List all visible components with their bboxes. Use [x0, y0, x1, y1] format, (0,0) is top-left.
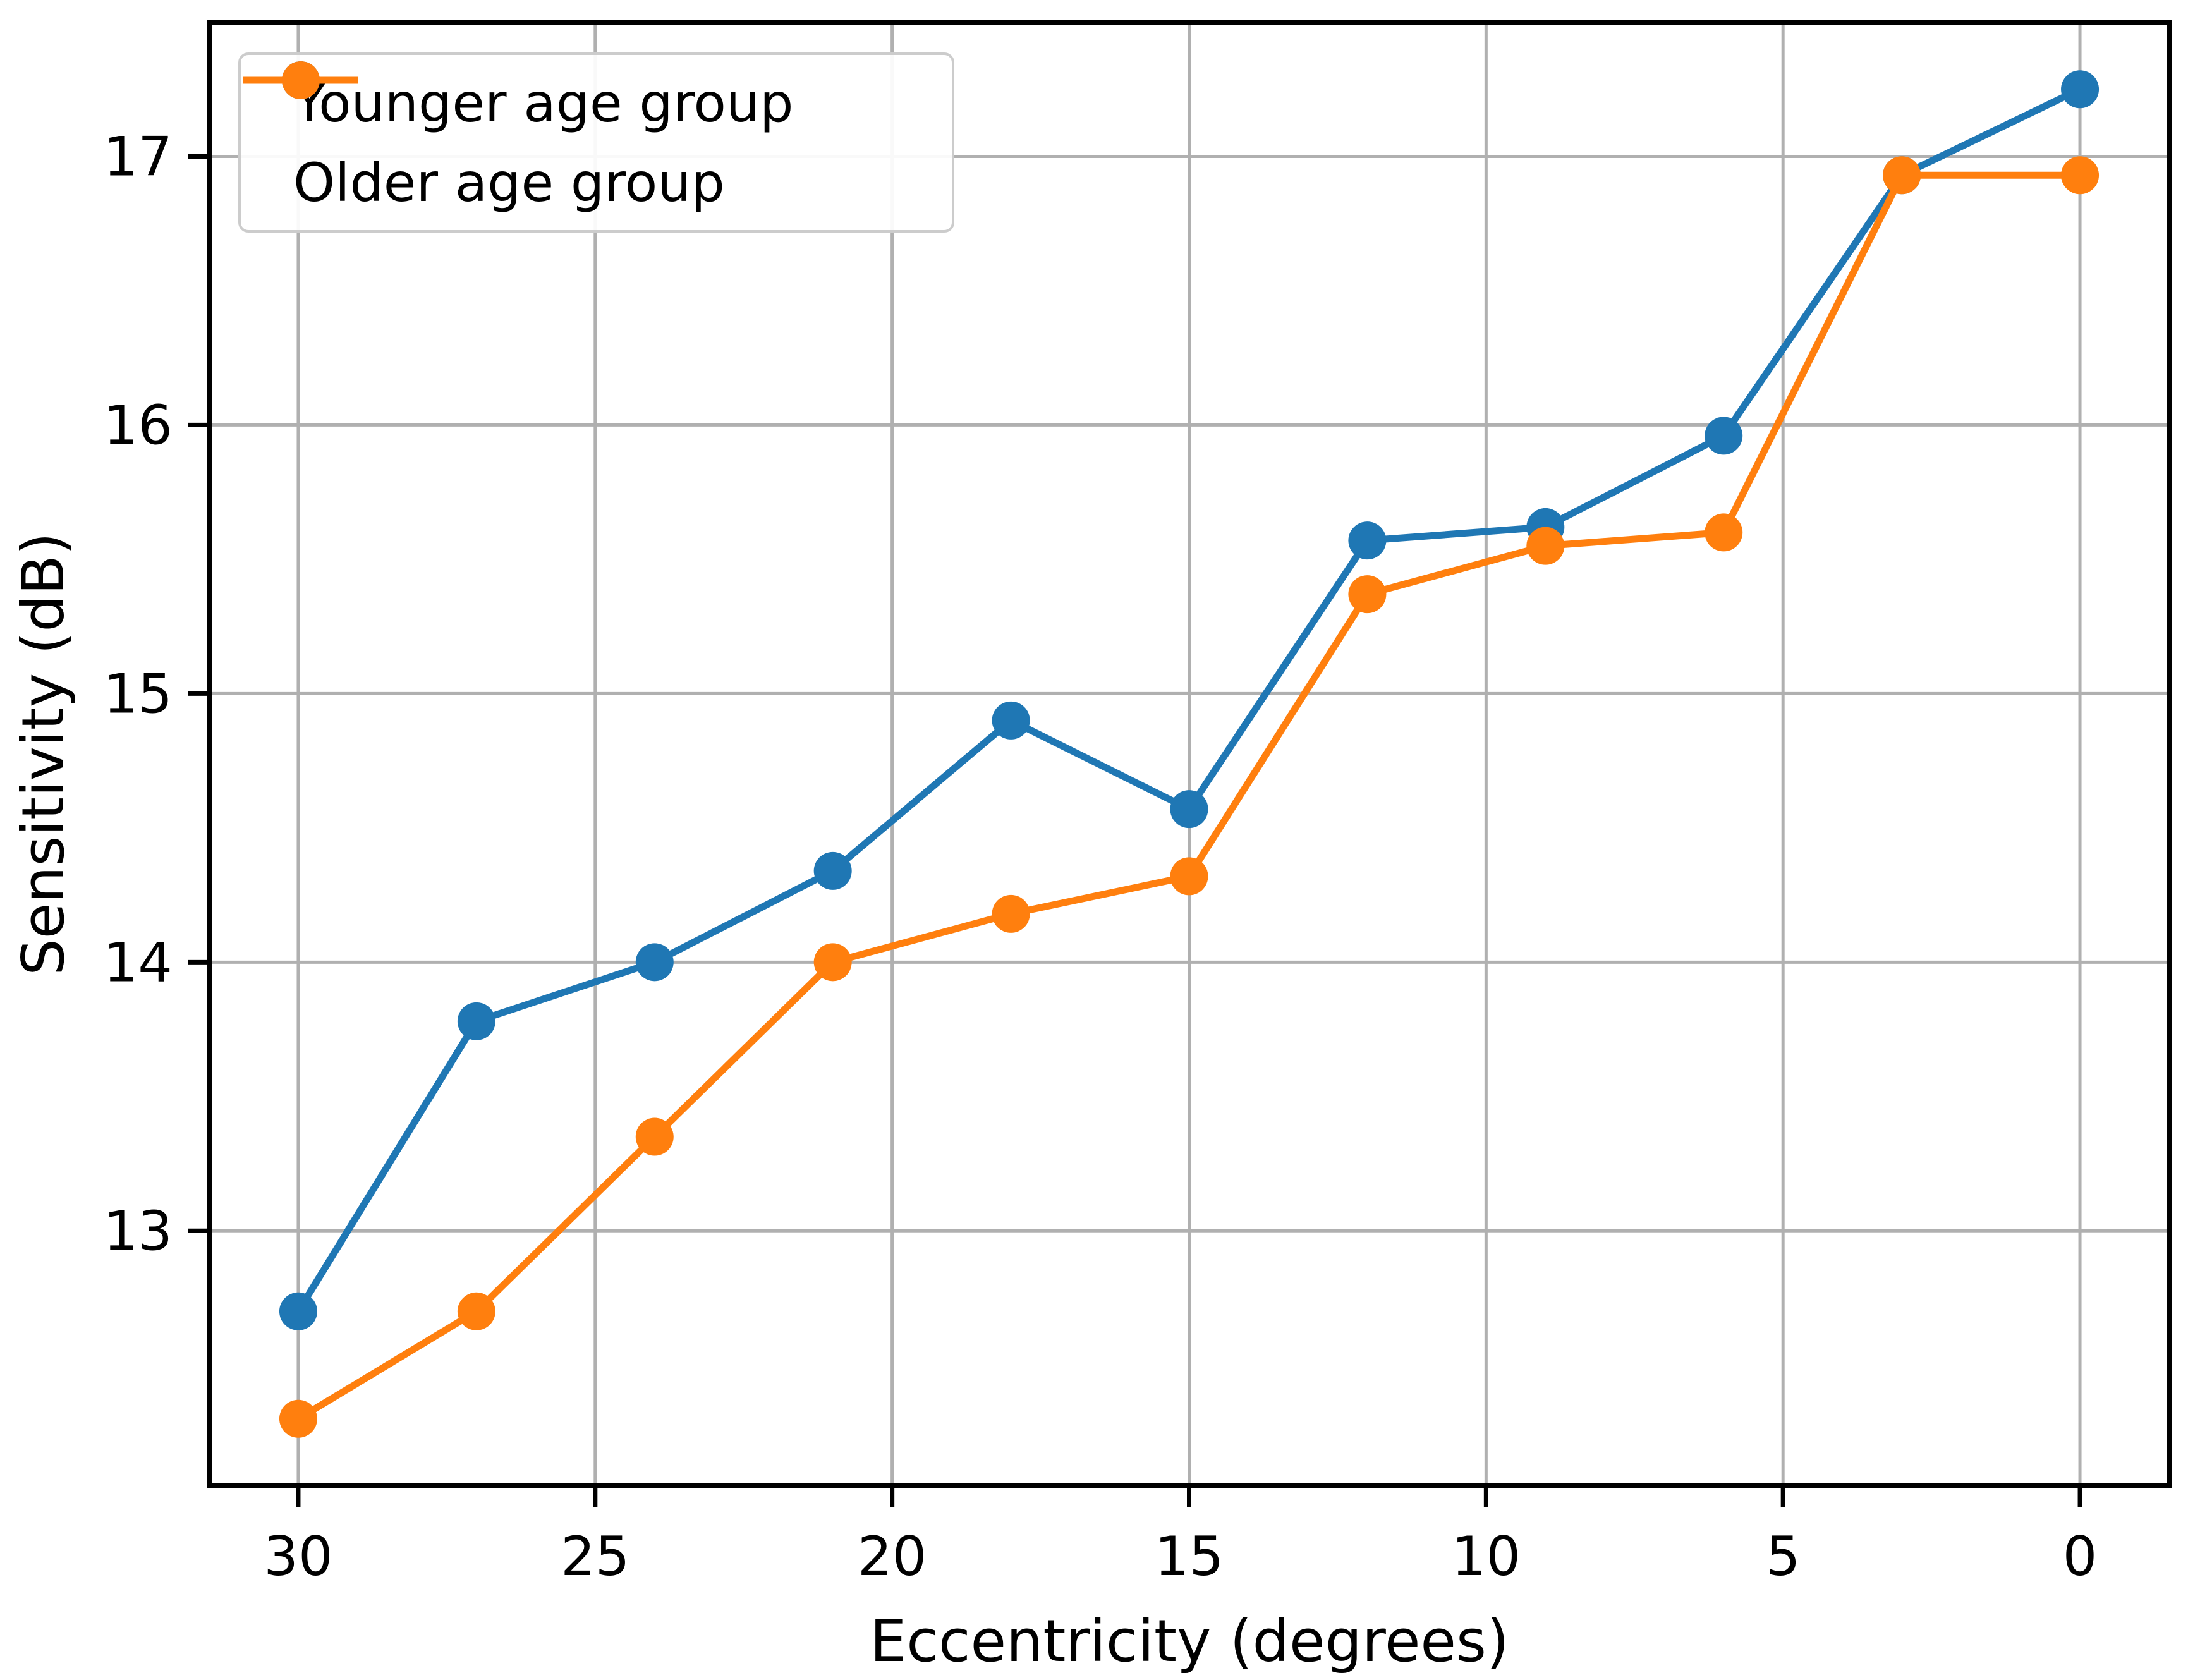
data-point-marker-s0-x12 [1348, 521, 1387, 560]
y-tick-label-14: 14 [104, 931, 173, 994]
data-point-marker-s1-x21 [813, 943, 852, 982]
data-point-marker-s1-x24 [635, 1117, 674, 1156]
tick-labels: 30 25 20 15 10 5 0 13 14 15 16 17 [104, 125, 2098, 1588]
x-tick-label-30: 30 [264, 1525, 332, 1588]
legend-item-older: Older age group [243, 61, 952, 222]
data-point-marker-s1-x15 [1170, 857, 1208, 896]
data-point-marker-s0-x15 [1170, 790, 1208, 829]
data-point-marker-s1-x30 [279, 1399, 317, 1438]
data-point-marker-s0-x21 [813, 851, 852, 890]
legend-label-younger: Younger age group [293, 71, 794, 134]
data-point-marker-s1-x3 [1883, 156, 1921, 195]
data-point-marker-s1-x0 [2061, 156, 2100, 195]
data-point-marker-s0-x6 [1705, 417, 1743, 455]
x-tick-label-0: 0 [2063, 1525, 2098, 1588]
y-tick-label-13: 13 [104, 1200, 173, 1263]
x-axis-label: Eccentricity (degrees) [870, 1607, 1509, 1675]
x-tick-label-5: 5 [1766, 1525, 1801, 1588]
data-point-marker-s0-x24 [635, 943, 674, 982]
older-line-sample-icon [243, 61, 358, 99]
data-point-marker-s1-x6 [1705, 513, 1743, 552]
gridlines [209, 22, 2169, 1486]
axis-ticks [188, 154, 2082, 1507]
data-point-marker-s1-x27 [457, 1292, 495, 1330]
data-point-marker-s0-x30 [279, 1292, 317, 1330]
x-tick-label-15: 15 [1155, 1525, 1224, 1588]
data-point-marker-s1-x9 [1526, 527, 1565, 565]
x-tick-label-10: 10 [1452, 1525, 1521, 1588]
legend-label-older: Older age group [293, 151, 725, 214]
y-tick-label-17: 17 [104, 125, 173, 188]
data-point-marker-s0-x27 [457, 1002, 495, 1040]
data-point-marker-s0-x0 [2061, 70, 2100, 109]
data-point-marker-s1-x12 [1348, 575, 1387, 614]
y-tick-label-15: 15 [104, 662, 173, 726]
data-point-marker-s1-x18 [992, 894, 1030, 933]
x-tick-label-20: 20 [858, 1525, 927, 1588]
legend: Younger age group Older age group [238, 52, 954, 233]
y-tick-label-16: 16 [104, 394, 173, 457]
data-point-marker-s0-x18 [992, 701, 1030, 740]
x-tick-label-25: 25 [561, 1525, 629, 1588]
y-axis-label: Sensitivity (dB) [9, 532, 77, 976]
series-lines [279, 70, 2100, 1438]
